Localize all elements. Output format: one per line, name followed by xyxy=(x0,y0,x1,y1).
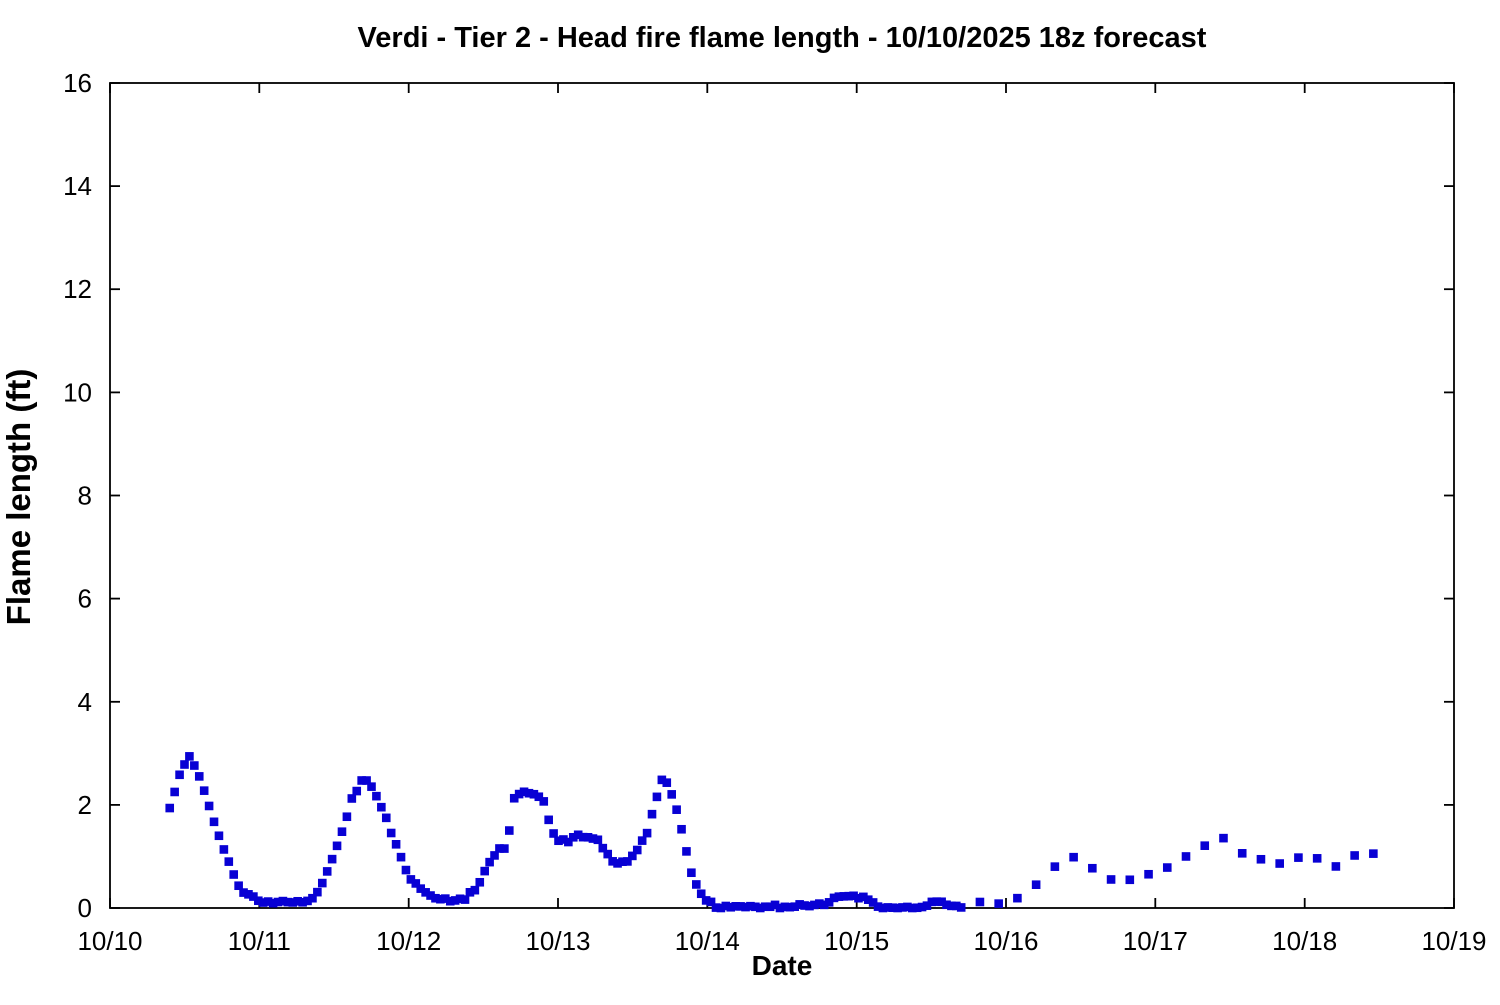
svg-text:10/15: 10/15 xyxy=(824,926,889,956)
svg-text:8: 8 xyxy=(78,481,92,511)
svg-text:10/10: 10/10 xyxy=(77,926,142,956)
svg-text:Date: Date xyxy=(752,950,813,981)
svg-text:10: 10 xyxy=(63,377,92,407)
svg-text:14: 14 xyxy=(63,171,92,201)
svg-text:6: 6 xyxy=(78,584,92,614)
svg-text:10/14: 10/14 xyxy=(675,926,740,956)
svg-text:10/12: 10/12 xyxy=(376,926,441,956)
svg-text:10/17: 10/17 xyxy=(1123,926,1188,956)
svg-text:10/16: 10/16 xyxy=(973,926,1038,956)
svg-text:4: 4 xyxy=(78,687,92,717)
svg-text:16: 16 xyxy=(63,68,92,98)
svg-text:10/19: 10/19 xyxy=(1421,926,1486,956)
svg-text:12: 12 xyxy=(63,274,92,304)
svg-text:10/11: 10/11 xyxy=(228,926,291,956)
svg-text:Verdi - Tier 2 - Head fire fla: Verdi - Tier 2 - Head fire flame length … xyxy=(358,22,1207,54)
svg-text:10/13: 10/13 xyxy=(525,926,590,956)
svg-text:10/18: 10/18 xyxy=(1272,926,1337,956)
svg-text:0: 0 xyxy=(78,893,92,923)
svg-text:2: 2 xyxy=(78,790,92,820)
svg-text:Flame length (ft): Flame length (ft) xyxy=(0,369,37,626)
